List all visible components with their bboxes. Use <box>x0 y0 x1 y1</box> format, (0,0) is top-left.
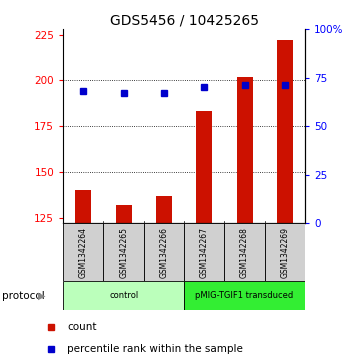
Bar <box>63 223 104 281</box>
Text: GSM1342264: GSM1342264 <box>79 227 88 278</box>
Bar <box>156 196 172 223</box>
Bar <box>116 205 132 223</box>
Text: pMIG-TGIF1 transduced: pMIG-TGIF1 transduced <box>195 291 294 300</box>
Bar <box>265 223 305 281</box>
Text: GSM1342269: GSM1342269 <box>280 227 290 278</box>
Text: GSM1342268: GSM1342268 <box>240 227 249 278</box>
Text: protocol: protocol <box>2 291 44 301</box>
Text: control: control <box>109 291 138 300</box>
Bar <box>104 223 144 281</box>
Text: GSM1342267: GSM1342267 <box>200 227 209 278</box>
Text: ▶: ▶ <box>38 291 45 301</box>
Text: percentile rank within the sample: percentile rank within the sample <box>68 344 243 354</box>
Text: GSM1342265: GSM1342265 <box>119 227 128 278</box>
Bar <box>184 223 225 281</box>
Bar <box>196 111 212 223</box>
Bar <box>225 223 265 281</box>
Text: count: count <box>68 322 97 332</box>
Title: GDS5456 / 10425265: GDS5456 / 10425265 <box>110 14 258 28</box>
Bar <box>184 281 305 310</box>
Bar <box>236 77 253 223</box>
Bar <box>75 190 91 223</box>
Text: GSM1342266: GSM1342266 <box>160 227 169 278</box>
Bar <box>63 281 184 310</box>
Bar <box>144 223 184 281</box>
Bar <box>277 40 293 223</box>
